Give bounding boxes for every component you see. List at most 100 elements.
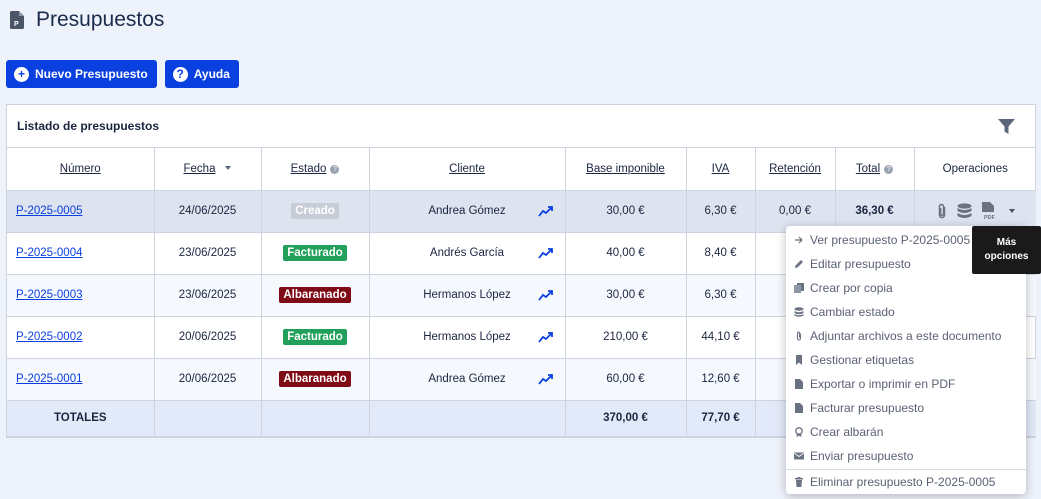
paperclip-icon[interactable]: [936, 203, 948, 219]
document-icon: P: [10, 11, 24, 29]
page-header: P Presupuestos: [10, 8, 164, 32]
fecha-cell: 20/06/2025: [154, 316, 262, 359]
base-cell: 30,00 €: [565, 274, 687, 317]
table-row[interactable]: P-2025-0001 20/06/2025 Albaranado Andrea…: [7, 358, 1036, 401]
toolbar: + Nuevo Presupuesto ? Ayuda: [6, 60, 239, 88]
trend-chart-icon[interactable]: [537, 331, 554, 343]
col-estado[interactable]: Estado?: [261, 148, 370, 191]
question-circle-icon: ?: [172, 66, 188, 82]
base-cell: 60,00 €: [565, 358, 687, 401]
cliente-cell: Andrés García: [429, 247, 505, 259]
copy-icon: [794, 283, 804, 293]
col-total[interactable]: Total?: [835, 148, 915, 191]
fecha-cell: 24/06/2025: [154, 190, 262, 233]
table-row[interactable]: P-2025-0005 24/06/2025 Creado Andrea Góm…: [7, 190, 1036, 233]
status-badge: Albaranado: [279, 287, 351, 303]
more-options-tooltip: Más opciones: [972, 226, 1041, 274]
iva-cell: 6,30 €: [686, 274, 756, 317]
svg-text:P: P: [14, 21, 19, 28]
menu-item-attach[interactable]: Adjuntar archivos a este documento: [786, 324, 1026, 348]
retencion-cell: 0,00 €: [755, 190, 836, 233]
status-badge: Facturado: [283, 245, 347, 261]
info-icon: ?: [330, 164, 340, 174]
arrow-right-icon: [794, 235, 804, 245]
info-icon: ?: [884, 164, 894, 174]
menu-item-invoice[interactable]: Facturar presupuesto: [786, 396, 1026, 420]
menu-item-delete[interactable]: Eliminar presupuesto P-2025-0005: [786, 470, 1026, 494]
help-button[interactable]: ? Ayuda: [164, 60, 239, 88]
iva-cell: 44,10 €: [686, 316, 756, 359]
envelope-icon: [794, 451, 804, 461]
database-icon: [794, 307, 804, 317]
pencil-icon: [794, 259, 804, 269]
budget-number-link[interactable]: P-2025-0001: [16, 373, 83, 385]
award-icon: [794, 427, 804, 437]
cliente-cell: Andrea Gómez: [428, 205, 506, 217]
col-operaciones: Operaciones: [914, 148, 1036, 191]
col-numero[interactable]: Número: [7, 148, 155, 191]
budget-number-link[interactable]: P-2025-0005: [16, 205, 83, 217]
cliente-cell: Hermanos López: [423, 289, 511, 301]
budget-number-link[interactable]: P-2025-0004: [16, 247, 83, 259]
col-retencion[interactable]: Retención: [755, 148, 836, 191]
fecha-cell: 23/06/2025: [154, 232, 262, 275]
operations-cell: PDF: [914, 190, 1036, 233]
trash-icon: [794, 477, 804, 487]
base-cell: 40,00 €: [565, 232, 687, 275]
bookmark-icon: [794, 355, 804, 365]
sort-desc-icon: [225, 165, 232, 170]
panel-header: Listado de presupuestos: [7, 105, 1035, 148]
file-icon: [794, 403, 804, 413]
menu-item-send[interactable]: Enviar presupuesto: [786, 444, 1026, 468]
menu-item-view[interactable]: Ver presupuesto P-2025-0005: [786, 228, 1026, 252]
fecha-cell: 23/06/2025: [154, 274, 262, 317]
fecha-cell: 20/06/2025: [154, 358, 262, 401]
cliente-cell: Andrea Gómez: [428, 373, 506, 385]
status-badge: Albaranado: [279, 371, 351, 387]
plus-circle-icon: +: [14, 66, 29, 82]
col-fecha[interactable]: Fecha: [154, 148, 262, 191]
pdf-icon[interactable]: PDF: [981, 202, 997, 220]
trend-chart-icon[interactable]: [537, 205, 554, 217]
trend-chart-icon[interactable]: [537, 289, 554, 301]
new-budget-label: Nuevo Presupuesto: [35, 67, 148, 81]
new-budget-button[interactable]: + Nuevo Presupuesto: [6, 60, 157, 88]
total-cell: 36,30 €: [835, 190, 915, 233]
iva-cell: 12,60 €: [686, 358, 756, 401]
budget-number-link[interactable]: P-2025-0003: [16, 289, 83, 301]
database-icon[interactable]: [957, 203, 972, 219]
status-badge: Facturado: [283, 329, 347, 345]
totals-label: TOTALES: [7, 400, 155, 437]
col-base[interactable]: Base imponible: [565, 148, 687, 191]
menu-item-change-status[interactable]: Cambiar estado: [786, 300, 1026, 324]
status-badge: Creado: [291, 203, 339, 219]
menu-item-tags[interactable]: Gestionar etiquetas: [786, 348, 1026, 372]
paperclip-icon: [794, 331, 804, 341]
col-cliente[interactable]: Cliente: [369, 148, 566, 191]
menu-item-export-pdf[interactable]: Exportar o imprimir en PDF: [786, 372, 1026, 396]
pdf-icon: [794, 379, 804, 389]
more-options-caret-icon[interactable]: [1008, 209, 1015, 213]
menu-divider: [786, 469, 1026, 470]
base-cell: 30,00 €: [565, 190, 687, 233]
filter-icon[interactable]: [997, 117, 1015, 135]
budget-number-link[interactable]: P-2025-0002: [16, 331, 83, 343]
totals-base: 370,00 €: [565, 400, 687, 437]
trend-chart-icon[interactable]: [537, 247, 554, 259]
base-cell: 210,00 €: [565, 316, 687, 359]
totals-row: TOTALES 370,00 € 77,70 € 0: [7, 400, 1036, 437]
col-iva[interactable]: IVA: [686, 148, 756, 191]
table-header-row: Número Fecha Estado? Cliente Base imponi…: [7, 148, 1036, 191]
menu-item-edit[interactable]: Editar presupuesto: [786, 252, 1026, 276]
menu-item-copy[interactable]: Crear por copia: [786, 276, 1026, 300]
help-label: Ayuda: [193, 67, 230, 81]
page-title: Presupuestos: [36, 8, 165, 31]
iva-cell: 6,30 €: [686, 190, 756, 233]
svg-text:PDF: PDF: [984, 215, 996, 220]
menu-item-delivery-note[interactable]: Crear albarán: [786, 420, 1026, 444]
totals-iva: 77,70 €: [686, 400, 756, 437]
trend-chart-icon[interactable]: [537, 373, 554, 385]
iva-cell: 8,40 €: [686, 232, 756, 275]
cliente-cell: Hermanos López: [423, 331, 511, 343]
panel-title: Listado de presupuestos: [17, 119, 160, 133]
